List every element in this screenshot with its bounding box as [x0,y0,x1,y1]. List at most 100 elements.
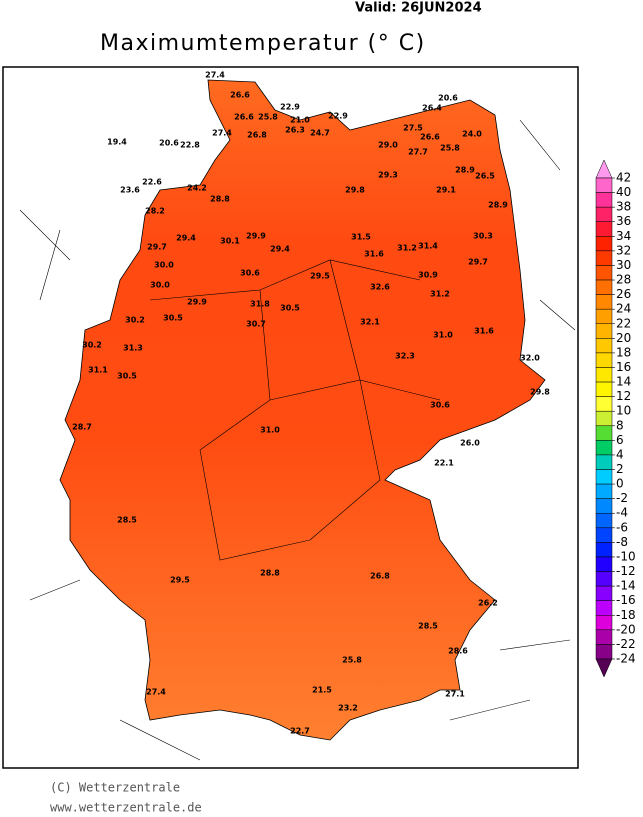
station-value: 25.8 [258,113,278,122]
colorbar-bin [595,629,613,645]
station-value: 26.5 [475,172,495,181]
station-value: 22.9 [280,103,300,112]
colorbar-bin [595,396,613,412]
station-value: 27.4 [205,71,225,80]
station-value: 24.2 [187,184,207,193]
colorbar-bin [595,323,613,339]
state-border [149,259,441,561]
colorbar-bin [595,265,613,281]
colorbar-bin [595,585,613,601]
colorbar-tick-label: 30 [616,258,631,272]
colorbar-tick-label: 4 [616,447,624,461]
colorbar-tick-label: -18 [616,608,636,622]
station-value: 30.6 [430,401,450,410]
colorbar-tick-label: -6 [616,520,628,534]
station-value: 27.5 [403,124,423,133]
colorbar-tick-label: 0 [616,477,624,491]
station-value: 27.7 [408,148,428,157]
station-value: 29.0 [378,141,398,150]
station-value: 30.3 [473,232,493,241]
station-value: 31.6 [364,250,384,259]
station-value: 31.1 [88,366,108,375]
station-value: 31.5 [351,233,371,242]
station-value: 32.3 [395,352,415,361]
colorbar-bin [595,542,613,558]
station-value: 30.1 [220,237,240,246]
copyright: (C) Wetterzentrale [50,781,180,795]
colorbar-bin [595,527,613,543]
station-value: 28.9 [455,166,475,175]
colorbar-tick-label: 36 [616,214,631,228]
station-value: 29.9 [246,232,266,241]
station-value: 30.9 [418,271,438,280]
station-value: 29.1 [436,186,456,195]
source-url: www.wetterzentrale.de [50,801,202,814]
station-value: 25.8 [342,656,362,665]
colorbar-bin [595,600,613,616]
station-value: 28.5 [418,622,438,631]
station-value: 28.6 [448,647,468,656]
colorbar-bin [595,367,613,383]
station-value: 29.8 [530,388,550,397]
colorbar-bin [595,250,613,266]
colorbar-tick-label: -12 [616,564,636,578]
colorbar: 424038363432302826242220181614121086420-… [595,159,636,678]
colorbar-bin [595,381,613,397]
station-value: 24.7 [310,129,330,138]
colorbar-tick-label: -22 [616,637,636,651]
colorbar-tick-label: -10 [616,549,636,563]
colorbar-tick-label: 2 [616,462,624,476]
colorbar-bin [595,221,613,237]
station-value: 26.6 [234,113,254,122]
colorbar-tick-label: -14 [616,579,636,593]
station-value: 27.4 [212,129,232,138]
colorbar-bin [595,469,613,485]
station-value: 30.2 [125,316,145,325]
station-value: 23.6 [120,186,140,195]
station-value: 20.6 [159,139,179,148]
colorbar-cap [595,159,613,179]
colorbar-bin [595,294,613,310]
colorbar-tick-label: 8 [616,418,624,432]
station-value: 26.8 [247,131,267,140]
colorbar-tick-label: 14 [616,375,631,389]
colorbar-tick-label: 38 [616,200,631,214]
map-area: 27.426.622.926.6 25.8 21.0 22.920.626.419.4… [19,71,576,761]
station-value: 22.7 [290,727,310,736]
colorbar-tick-label: -4 [616,506,628,520]
station-value: 29.5 [310,272,330,281]
station-value: 29.9 [187,298,207,307]
station-value: 32.0 [520,354,540,363]
station-value: 28.8 [210,195,230,204]
station-value: 19.4 [107,138,127,147]
colorbar-bin [595,236,613,252]
colorbar-bin [595,454,613,470]
station-value: 31.2 [397,244,417,253]
station-value: 29.7 [147,243,167,252]
colorbar-tick-label: 12 [616,389,631,403]
station-value: 31.0 [260,426,280,435]
station-value: 30.5 [280,304,300,313]
colorbar-bin [595,512,613,529]
colorbar-tick-label: -24 [616,652,636,666]
colorbar-tick-label: 40 [616,185,631,199]
station-value: 26.3 [285,126,305,135]
station-value: 31.6 [474,327,494,336]
station-value: 31.0 [433,331,453,340]
station-value: 29.5 [170,576,190,585]
colorbar-bin [595,206,613,222]
colorbar-bin [595,556,613,572]
colorbar-bin [595,279,613,295]
colorbar-bin [595,192,613,208]
colorbar-tick-label: 28 [616,273,631,287]
station-value: 21.0 [290,116,310,125]
colorbar-tick-label: -20 [616,622,636,636]
colorbar-cap [595,658,613,678]
station-value: 32.6 [370,283,390,292]
station-value: 31.3 [123,344,143,353]
colorbar-bin [595,498,613,514]
station-value: 26.8 [370,572,390,581]
colorbar-bin [595,338,613,354]
colorbar-tick-label: 6 [616,433,624,447]
